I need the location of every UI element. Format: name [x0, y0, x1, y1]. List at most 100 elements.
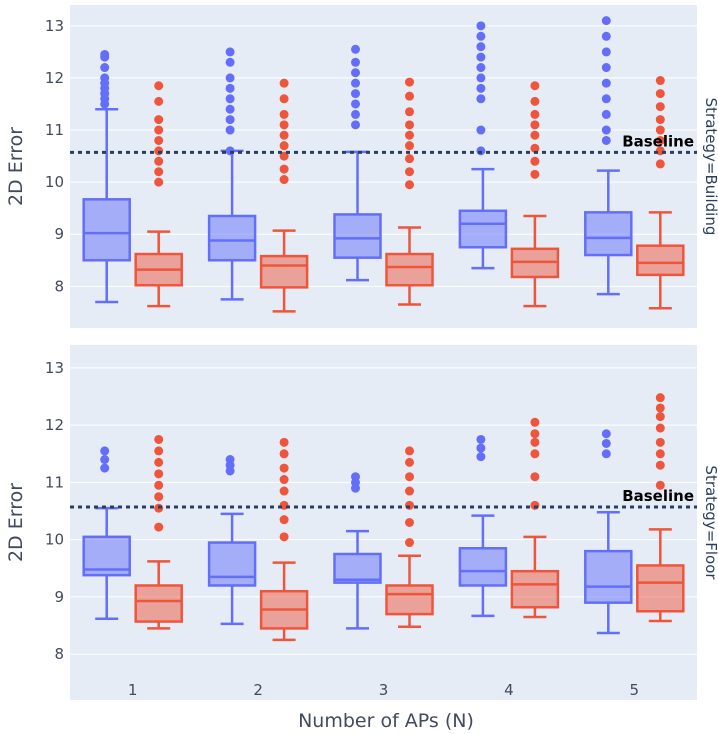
baseline-annotation: Baseline: [622, 132, 694, 150]
outlier-point: [154, 457, 164, 467]
outlier-point: [530, 169, 540, 179]
box-series_b-2: [259, 78, 309, 313]
outlier-point: [530, 156, 540, 166]
box-series_b-5: [636, 393, 685, 623]
y-tick-label: 12: [45, 416, 64, 434]
outlier-point: [530, 437, 540, 447]
box-iqr: [333, 213, 382, 259]
outlier-point: [405, 486, 414, 496]
y-tick-label: 9: [54, 588, 64, 606]
outlier-point: [279, 486, 289, 496]
box-iqr: [207, 214, 257, 262]
y-tick-label: 10: [45, 531, 64, 549]
outlier-point: [279, 449, 289, 459]
outlier-point: [100, 73, 110, 83]
outlier-point: [405, 120, 414, 130]
outlier-point: [655, 159, 665, 169]
y-tick-label: 9: [54, 225, 64, 243]
y-tick-label: 8: [54, 645, 64, 663]
outlier-point: [476, 31, 486, 41]
box-series_a-4: [458, 434, 508, 618]
outlier-point: [530, 449, 540, 459]
outlier-point: [405, 538, 414, 548]
plot-background: [70, 345, 697, 700]
outlier-point: [225, 94, 235, 104]
outlier-point: [351, 68, 360, 78]
outlier-point: [601, 438, 611, 448]
outlier-point: [655, 437, 665, 447]
box-iqr: [636, 564, 685, 613]
outlier-point: [655, 480, 665, 490]
box-iqr: [259, 254, 309, 289]
outlier-point: [405, 472, 414, 482]
outlier-point: [279, 109, 289, 119]
outlier-point: [476, 434, 486, 444]
outlier-point: [601, 31, 611, 41]
box-iqr: [584, 549, 633, 604]
box-iqr: [82, 198, 131, 262]
outlier-point: [351, 472, 360, 482]
outlier-point: [405, 167, 414, 177]
box-series_a-1: [82, 446, 131, 620]
outlier-point: [655, 460, 665, 470]
outlier-point: [100, 49, 110, 59]
outlier-point: [279, 515, 289, 525]
x-tick-label: 3: [379, 681, 389, 699]
outlier-point: [225, 115, 235, 125]
outlier-point: [405, 446, 414, 456]
outlier-point: [351, 89, 360, 99]
outlier-point: [530, 143, 540, 153]
outlier-point: [351, 120, 360, 130]
outlier-point: [476, 52, 486, 62]
y-tick-label: 10: [45, 173, 64, 191]
outlier-point: [655, 393, 665, 403]
outlier-point: [655, 102, 665, 112]
y-tick-label: 11: [45, 473, 64, 491]
outlier-point: [154, 469, 164, 479]
outlier-point: [154, 156, 164, 166]
outlier-point: [476, 42, 486, 52]
outlier-point: [530, 130, 540, 140]
outlier-point: [476, 443, 486, 453]
outlier-point: [100, 63, 110, 73]
outlier-point: [351, 57, 360, 67]
outlier-point: [530, 417, 540, 427]
box-series_b-5: [636, 76, 685, 310]
box-series_a-4: [458, 21, 508, 270]
box-iqr: [333, 552, 382, 584]
outlier-point: [279, 164, 289, 174]
outlier-point: [655, 135, 665, 145]
outlier-point: [351, 44, 360, 54]
y-tick-label: 13: [45, 359, 64, 377]
box-iqr: [458, 209, 508, 249]
outlier-point: [405, 180, 414, 190]
facet-label: Strategy=Building: [702, 98, 718, 236]
outlier-point: [405, 77, 414, 87]
box-series_a-5: [584, 16, 633, 296]
box-series_a-3: [333, 472, 382, 630]
x-tick-label: 2: [253, 681, 263, 699]
box-iqr: [584, 211, 633, 257]
box-series_b-4: [510, 81, 560, 308]
outlier-point: [476, 83, 486, 93]
outlier-point: [601, 78, 611, 88]
outlier-point: [655, 89, 665, 99]
outlier-point: [601, 47, 611, 57]
outlier-point: [154, 446, 164, 456]
outlier-point: [225, 455, 235, 465]
outlier-point: [601, 135, 611, 145]
box-iqr: [134, 584, 183, 623]
outlier-point: [154, 167, 164, 177]
outlier-point: [154, 177, 164, 187]
outlier-point: [530, 120, 540, 130]
y-tick-label: 8: [54, 277, 64, 295]
outlier-point: [476, 125, 486, 135]
outlier-point: [154, 480, 164, 490]
outlier-point: [154, 522, 164, 532]
box-iqr: [636, 244, 685, 277]
outlier-point: [530, 472, 540, 482]
outlier-point: [279, 94, 289, 104]
box-iqr: [510, 569, 560, 609]
